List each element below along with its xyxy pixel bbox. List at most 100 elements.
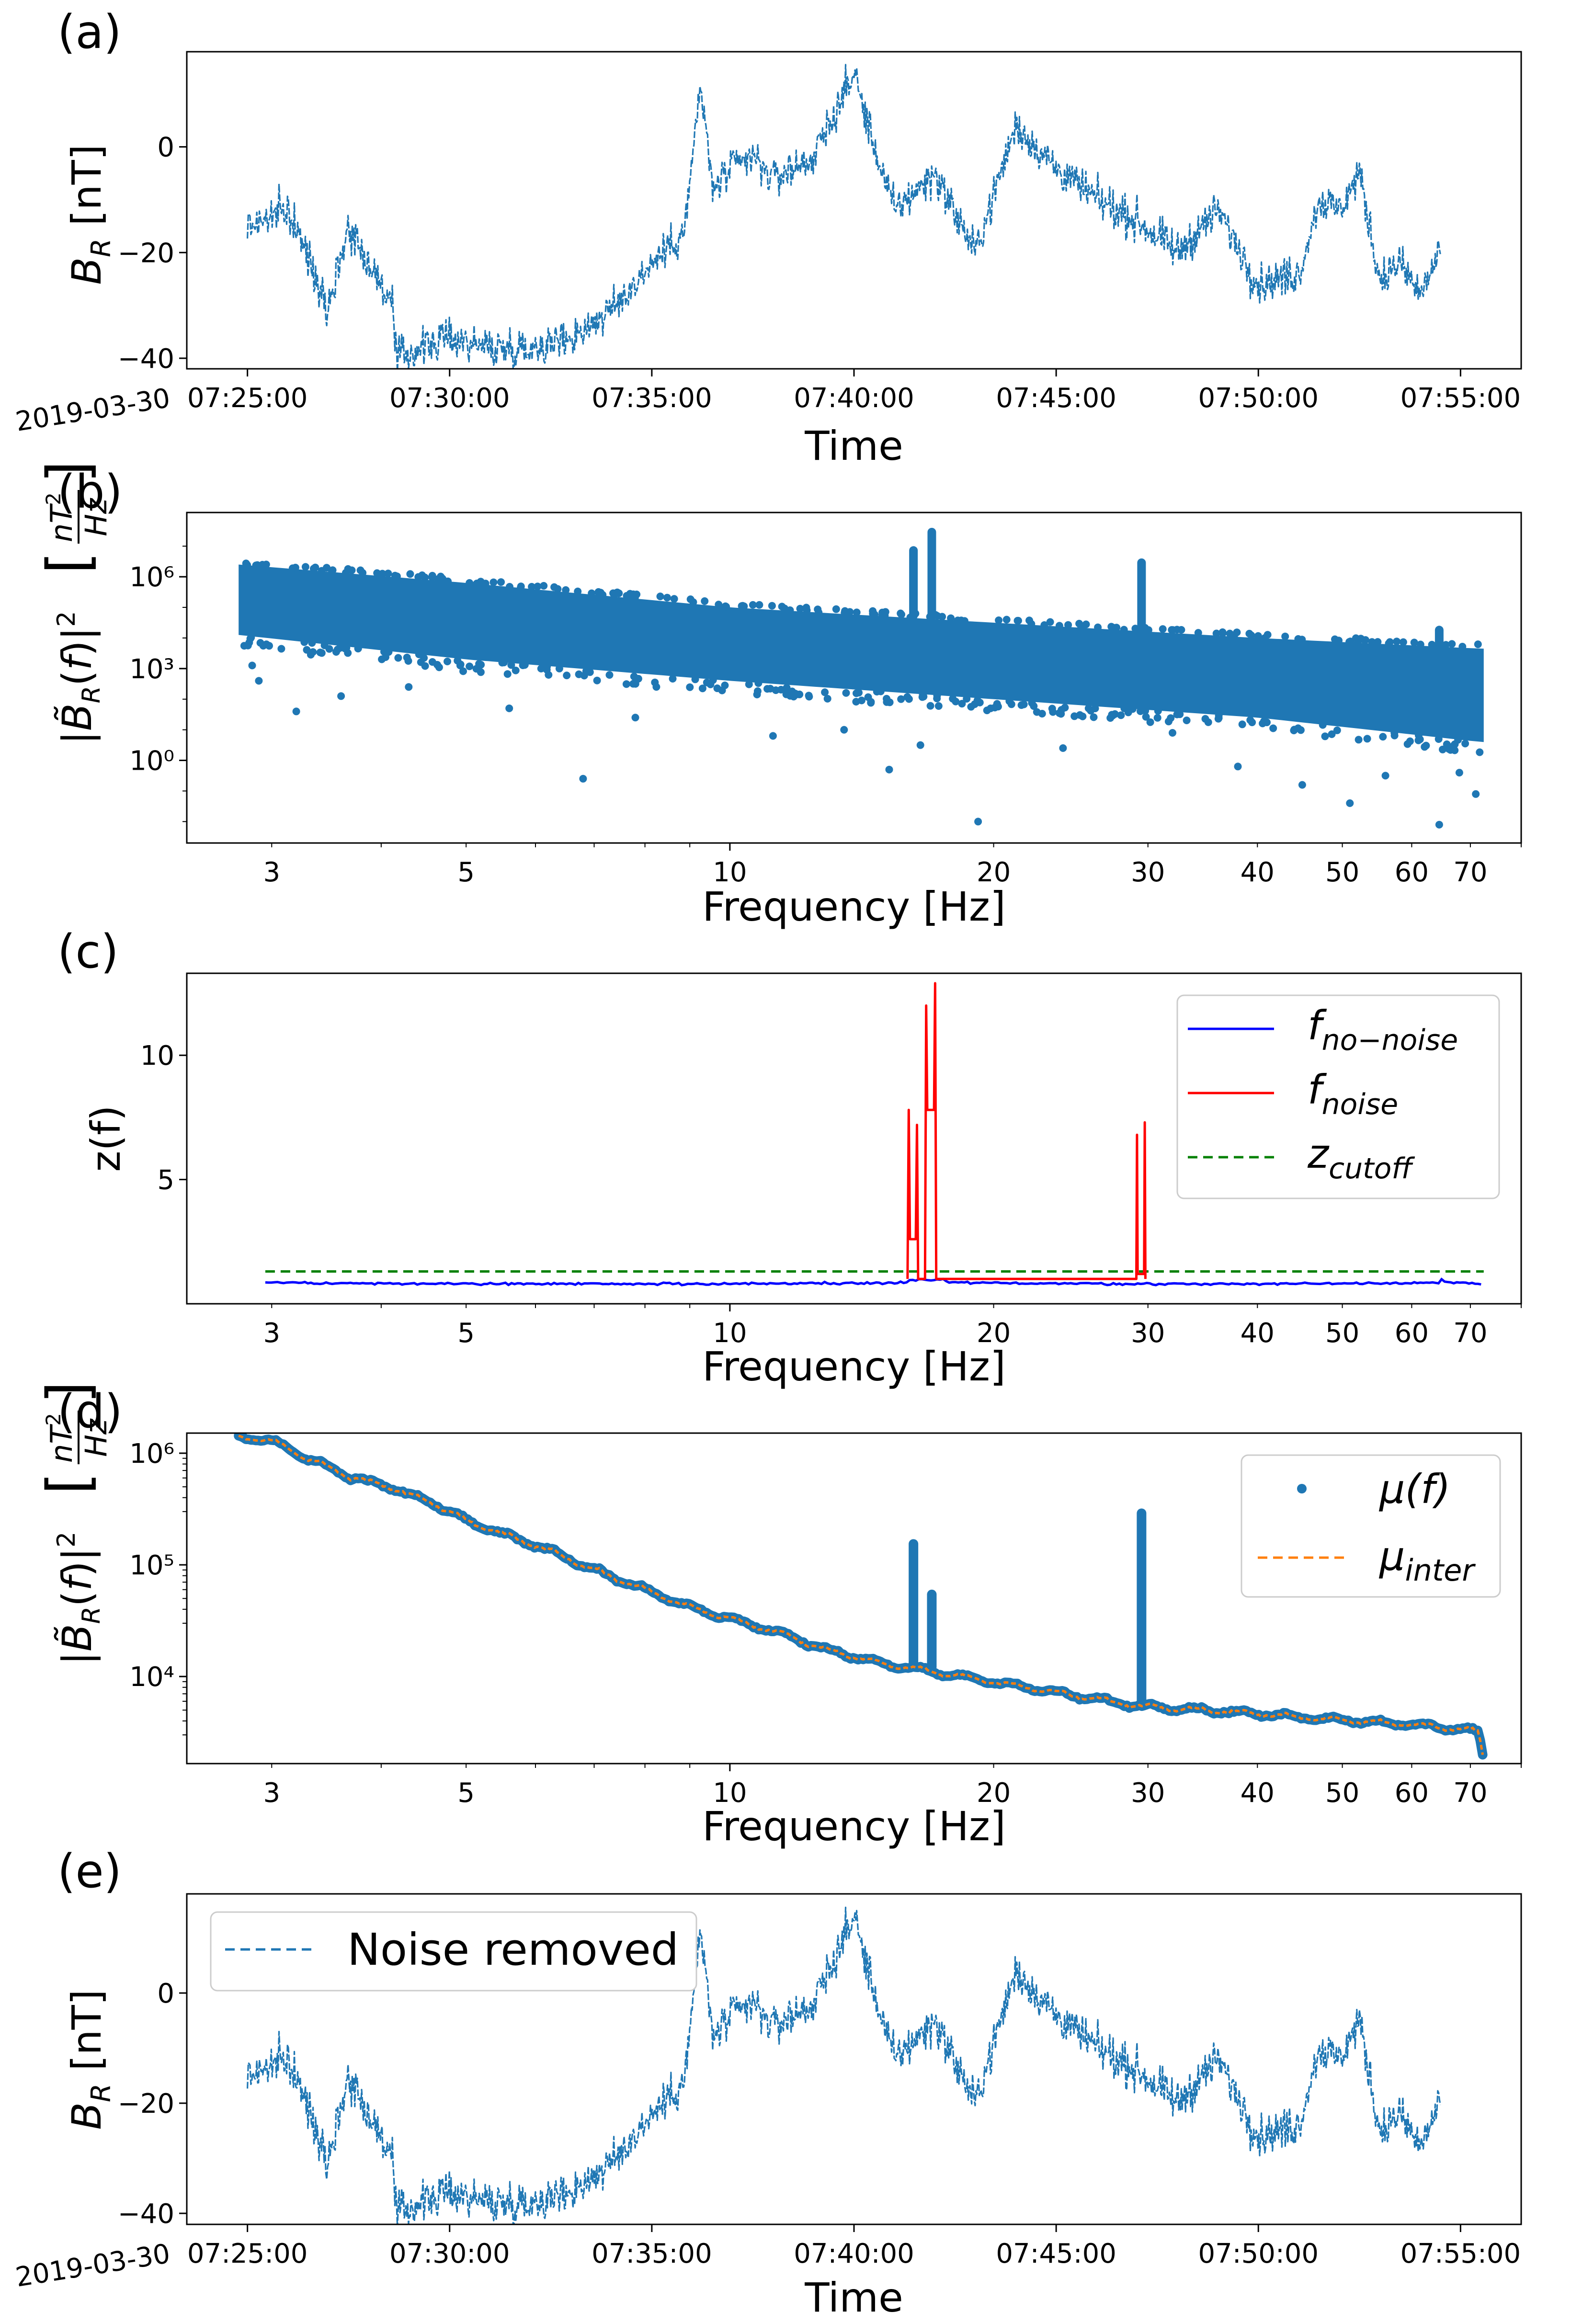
scatter-point bbox=[622, 680, 630, 688]
scatter-point bbox=[1448, 640, 1456, 648]
peak-column bbox=[909, 546, 918, 620]
scatter-point bbox=[597, 589, 604, 597]
scatter-point bbox=[823, 695, 831, 703]
scatter-point bbox=[320, 641, 329, 649]
axes-frame bbox=[186, 972, 1522, 1305]
scatter-point bbox=[768, 602, 776, 610]
x-tick-label: 60 bbox=[1395, 1777, 1429, 1809]
scatter-point bbox=[703, 678, 711, 686]
scatter-point bbox=[1416, 640, 1424, 649]
y-tick-label: 10 bbox=[140, 1040, 174, 1071]
plot-area bbox=[247, 1906, 1441, 2224]
x-axis-title: Time bbox=[804, 422, 903, 469]
scatter-point bbox=[415, 650, 423, 659]
scatter-point bbox=[1020, 700, 1028, 708]
legend-entry: Noise removed bbox=[347, 1924, 679, 1975]
legend-entry: zcutoff bbox=[1307, 1130, 1415, 1185]
x-axis: 3 5 10 20 30 40 50 60 70 bbox=[263, 1764, 1522, 1809]
scatter-point bbox=[1439, 745, 1446, 753]
x-tick-label: 20 bbox=[977, 1777, 1011, 1809]
scatter-point bbox=[428, 573, 436, 581]
scatter-point bbox=[247, 633, 255, 641]
scatter-point bbox=[466, 662, 474, 671]
scatter-point bbox=[555, 664, 563, 672]
legend-entry: μ(f) bbox=[1378, 1466, 1451, 1513]
y-tick-label: 10⁶ bbox=[129, 562, 174, 593]
scatter-point bbox=[841, 609, 849, 617]
x-tick-label: 07:50:00 bbox=[1198, 2238, 1319, 2269]
scatter-point bbox=[1204, 718, 1212, 726]
scatter-point bbox=[434, 575, 442, 583]
scatter-point bbox=[393, 572, 401, 581]
scatter-point bbox=[503, 670, 512, 678]
x-tick-label: 5 bbox=[457, 1777, 475, 1809]
scatter-point bbox=[466, 579, 474, 587]
scatter-point bbox=[1346, 799, 1354, 807]
x-tick-label: 07:45:00 bbox=[996, 383, 1116, 414]
scatter-point bbox=[1040, 621, 1048, 629]
scatter-point bbox=[853, 608, 861, 616]
legend-box bbox=[210, 1911, 697, 1992]
x-tick-label: 30 bbox=[1131, 857, 1165, 888]
scatter-point bbox=[1082, 620, 1090, 628]
scatter-point bbox=[248, 661, 256, 670]
y-tick-label: 10³ bbox=[129, 654, 174, 685]
x-tick-label: 50 bbox=[1325, 1777, 1359, 1809]
scatter-point bbox=[1090, 713, 1098, 721]
scatter-point bbox=[1374, 638, 1382, 646]
scatter-point bbox=[255, 677, 263, 685]
x-tick-label: 5 bbox=[457, 857, 475, 888]
scatter-point bbox=[292, 707, 300, 716]
panel-e: (e) 0 −20 −40 07:25:00 07:30:00 07:35:00 07:4… bbox=[13, 1845, 1522, 2321]
scatter-point bbox=[1379, 733, 1387, 741]
scatter-point bbox=[497, 578, 505, 586]
scatter-point bbox=[796, 604, 804, 613]
scatter-point bbox=[1094, 623, 1102, 631]
scatter-point bbox=[933, 692, 941, 700]
scatter-point bbox=[832, 605, 840, 613]
y-tick-label: 0 bbox=[157, 132, 174, 163]
svg-text:Hz: Hz bbox=[79, 1418, 114, 1457]
scatter-point bbox=[1153, 714, 1161, 722]
scatter-point bbox=[421, 573, 429, 581]
y-axis: 10 5 bbox=[140, 1040, 187, 1196]
y-axis-title: BR [nT] bbox=[63, 1989, 117, 2130]
scatter-point bbox=[878, 608, 887, 616]
scatter-point bbox=[755, 601, 763, 609]
svg-text:|B̃R(f)|2: |B̃R(f)|2 bbox=[52, 1532, 106, 1665]
x-tick-label: 3 bbox=[263, 1777, 280, 1809]
x-axis: 07:25:00 07:30:00 07:35:00 07:40:00 07:45:00… bbox=[187, 369, 1521, 414]
scatter-point bbox=[1455, 769, 1463, 777]
scatter-point bbox=[1059, 744, 1067, 752]
scatter-point bbox=[1169, 626, 1177, 634]
scatter-point bbox=[958, 700, 966, 708]
scatter-point bbox=[505, 704, 513, 712]
series-group bbox=[265, 982, 1484, 1287]
x-tick-label: 20 bbox=[977, 1318, 1011, 1349]
scatter-point bbox=[477, 578, 485, 586]
panel-label: (a) bbox=[57, 5, 122, 59]
y-tick-label: 10⁵ bbox=[129, 1550, 174, 1581]
scatter-point bbox=[1454, 736, 1462, 744]
scatter-point bbox=[563, 672, 571, 680]
y-tick-label: −20 bbox=[118, 238, 174, 269]
scatter-point bbox=[1435, 820, 1443, 829]
y-axis: 0 −20 −40 bbox=[118, 1978, 187, 2230]
scatter-point bbox=[1117, 711, 1125, 719]
scatter-point bbox=[1461, 740, 1469, 748]
scatter-point bbox=[772, 686, 780, 694]
y-axis-title: |B̃R(f)|2 [ ] nT2 Hz bbox=[35, 461, 114, 745]
scatter-point bbox=[1410, 638, 1418, 647]
scatter-point bbox=[1141, 707, 1150, 715]
legend-sub: noise bbox=[1322, 1088, 1399, 1121]
scatter-point bbox=[778, 603, 786, 611]
scatter-point bbox=[1164, 718, 1173, 726]
scatter-point bbox=[1450, 741, 1458, 749]
scatter-point bbox=[1005, 697, 1013, 705]
scatter-point bbox=[1248, 718, 1256, 727]
scatter-point bbox=[378, 570, 387, 578]
scatter-point bbox=[991, 704, 999, 712]
scatter-point bbox=[1254, 632, 1262, 640]
scatter-point bbox=[1264, 631, 1272, 639]
scatter-point bbox=[574, 587, 582, 595]
